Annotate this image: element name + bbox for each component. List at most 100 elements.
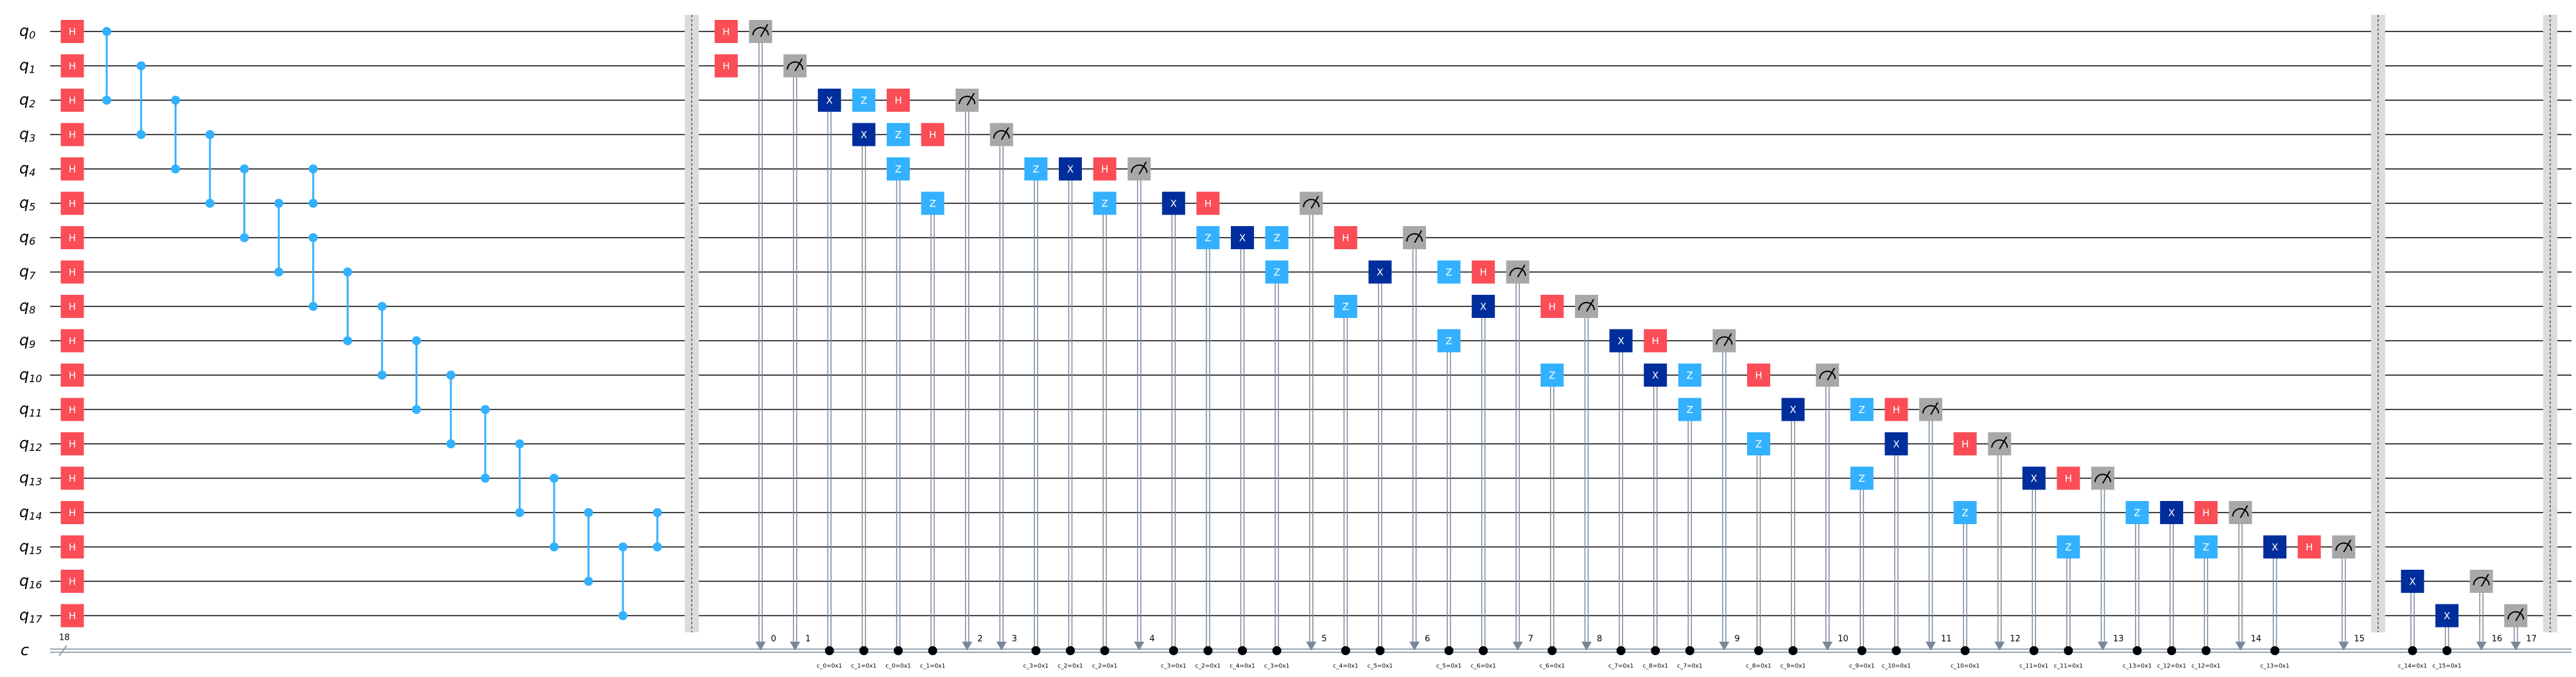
condition-dot: [2270, 646, 2279, 655]
gate-label: Z: [1101, 198, 1108, 209]
gate-label: H: [69, 301, 76, 313]
measure-meter: [1716, 336, 1733, 345]
condition-label: c_8=0x1: [1746, 664, 1771, 670]
gate: [1093, 191, 1117, 215]
measure-meter: [959, 96, 976, 105]
measure-box: [2469, 570, 2493, 593]
condition-dot: [1031, 646, 1041, 655]
measure-bit: 0: [771, 635, 776, 644]
condition-label: c_7=0x1: [1608, 664, 1634, 670]
condition-label: c_9=0x1: [1849, 664, 1875, 670]
condition-label: c_1=0x1: [851, 664, 877, 670]
measure-box: [1988, 432, 2012, 455]
cz-dot: [136, 130, 146, 139]
qubit-index: 10: [29, 373, 42, 385]
measure-meter: [2473, 577, 2490, 586]
gate-label: H: [1652, 335, 1659, 347]
gate-label: X: [2031, 473, 2037, 484]
gate: [1678, 364, 1701, 387]
cz-dot: [378, 371, 387, 380]
condition-dot: [1203, 646, 1213, 655]
cz-dot: [171, 164, 180, 173]
gate-label: H: [2306, 541, 2313, 553]
qubit-index: 1: [29, 63, 35, 75]
gate-label: Z: [1273, 267, 1280, 278]
gate: [60, 260, 84, 284]
gate: [60, 89, 84, 112]
cz-dot: [274, 267, 284, 277]
gate: [60, 364, 84, 387]
measure-bit: 7: [1528, 635, 1533, 644]
gate-label: H: [929, 129, 936, 141]
cz-dot: [378, 302, 387, 311]
qubit-name: q: [19, 57, 29, 75]
condition-label: c_9=0x1: [1780, 664, 1806, 670]
qubit-label: q7: [19, 263, 36, 282]
gate: [60, 20, 84, 43]
gate-label: H: [69, 60, 76, 72]
condition-label: c_4=0x1: [1333, 664, 1359, 670]
qubit-name: q: [19, 538, 29, 556]
measure-bit: 8: [1597, 635, 1602, 644]
gate-label: Z: [2134, 507, 2140, 519]
qubit-name: q: [19, 434, 29, 452]
gate-label: X: [2272, 541, 2278, 553]
condition-dot: [1685, 646, 1694, 655]
measure-arrow: [1512, 642, 1523, 651]
measure-needle: [2480, 574, 2489, 587]
qubit-name: q: [19, 125, 29, 143]
condition-label: c_6=0x1: [1470, 664, 1496, 670]
measure-meter: [1406, 233, 1423, 242]
measure-bit: 9: [1734, 635, 1739, 644]
gate-label: H: [69, 164, 76, 175]
gate: [852, 89, 876, 112]
measure-bit: 6: [1425, 635, 1430, 644]
condition-label: c_3=0x1: [1161, 664, 1187, 670]
gate: [1024, 157, 1048, 180]
qubit-name: q: [19, 469, 29, 487]
gate-label: X: [1617, 335, 1624, 347]
gate: [60, 123, 84, 146]
qubit-name: q: [19, 91, 29, 109]
cz-dot: [205, 198, 214, 208]
gate-label: H: [69, 439, 76, 450]
qubit-label: q13: [19, 469, 42, 488]
gate: [1953, 501, 1977, 524]
qubit-index: 12: [29, 441, 42, 453]
condition-dot: [2132, 646, 2142, 655]
gate-label: H: [2202, 507, 2209, 519]
cz-dot: [171, 96, 180, 105]
qubit-label: q3: [19, 125, 35, 145]
qubit-index: 9: [29, 338, 35, 350]
measure-needle: [966, 92, 975, 106]
condition-dot: [1169, 646, 1178, 655]
gate: [887, 89, 910, 112]
measure-arrow: [755, 642, 766, 651]
gate: [1884, 432, 1908, 455]
condition-label: c_3=0x1: [1264, 664, 1290, 670]
measure-arrow: [1822, 642, 1833, 651]
gate: [2194, 501, 2218, 524]
gate: [1850, 466, 1874, 490]
qubit-index: 14: [29, 510, 42, 522]
measure-needle: [2240, 505, 2249, 518]
measure-arrow: [996, 642, 1007, 651]
gate: [1265, 260, 1289, 284]
gate: [852, 123, 876, 146]
qubit-label: q10: [19, 365, 42, 385]
qubit-label: q1: [19, 57, 35, 76]
cz-dot: [412, 405, 421, 414]
qubit-index: 7: [29, 269, 36, 281]
gate: [1059, 157, 1082, 180]
gate-label: Z: [929, 198, 936, 209]
cz-dot: [308, 302, 318, 311]
qubit-index: 6: [29, 235, 35, 247]
measure-needle: [1723, 333, 1732, 347]
qubit-name: q: [19, 228, 29, 246]
condition-label: c_6=0x1: [1540, 664, 1565, 670]
qubit-label: q8: [19, 297, 35, 316]
measure-meter: [2335, 542, 2353, 551]
qubit-index: 17: [29, 613, 42, 625]
condition-label: c_10=0x1: [1882, 664, 1911, 670]
measure-needle: [1586, 299, 1594, 312]
